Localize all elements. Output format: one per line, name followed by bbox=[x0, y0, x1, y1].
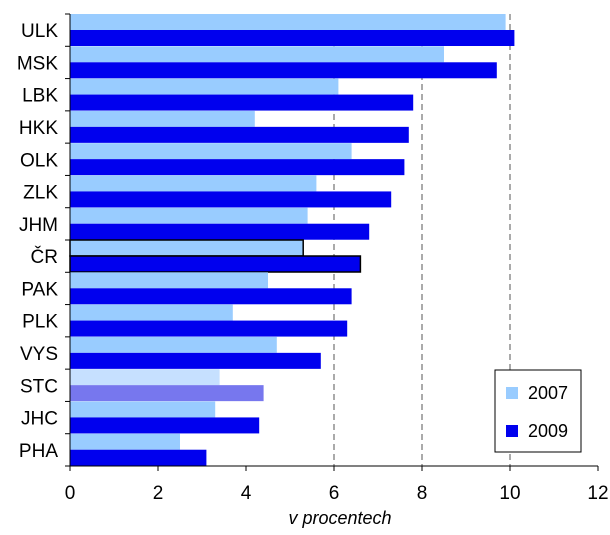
category-label-ČR: ČR bbox=[31, 246, 58, 268]
bar-MSK-2007 bbox=[70, 46, 444, 62]
bar-JHC-2007 bbox=[70, 401, 215, 417]
legend-swatch-2007 bbox=[506, 387, 518, 399]
bar-PLK-2007 bbox=[70, 305, 233, 321]
bar-STC-2007 bbox=[70, 369, 220, 385]
bar-STC-2009 bbox=[70, 385, 264, 401]
x-tick-label-0: 0 bbox=[65, 483, 76, 504]
category-label-MSK: MSK bbox=[17, 53, 59, 74]
bar-VYS-2007 bbox=[70, 337, 277, 353]
category-label-PLK: PLK bbox=[22, 312, 58, 333]
bar-ULK-2009 bbox=[70, 30, 514, 46]
category-label-ZLK: ZLK bbox=[23, 183, 58, 204]
category-label-PAK: PAK bbox=[21, 279, 58, 300]
category-label-JHC: JHC bbox=[21, 409, 58, 430]
bar-ZLK-2007 bbox=[70, 175, 316, 191]
legend: 2007 2009 bbox=[495, 370, 581, 452]
bar-HKK-2007 bbox=[70, 111, 255, 127]
bar-PHA-2007 bbox=[70, 434, 180, 450]
bar-PHA-2009 bbox=[70, 450, 206, 466]
bar-PAK-2009 bbox=[70, 288, 352, 304]
x-tick-label-12: 12 bbox=[587, 483, 608, 504]
bar-PAK-2007 bbox=[70, 272, 268, 288]
x-tick-label-6: 6 bbox=[329, 483, 340, 504]
bar-OLK-2009 bbox=[70, 159, 404, 175]
bar-OLK-2007 bbox=[70, 143, 352, 159]
x-tick-label-2: 2 bbox=[153, 483, 164, 504]
category-label-PHA: PHA bbox=[19, 441, 58, 462]
bar-ZLK-2009 bbox=[70, 191, 391, 207]
bar-ULK-2007 bbox=[70, 14, 506, 30]
bar-ČR-2009 bbox=[70, 256, 360, 272]
bar-HKK-2009 bbox=[70, 127, 409, 143]
grid-layer bbox=[334, 14, 510, 466]
legend-swatch-2009 bbox=[506, 425, 518, 437]
x-tick-label-10: 10 bbox=[499, 483, 520, 504]
bar-LBK-2007 bbox=[70, 79, 338, 95]
x-tick-label-8: 8 bbox=[417, 483, 428, 504]
bar-JHM-2009 bbox=[70, 224, 369, 240]
bar-MSK-2009 bbox=[70, 62, 497, 78]
bar-ČR-2007 bbox=[70, 240, 303, 256]
category-label-OLK: OLK bbox=[20, 150, 58, 171]
category-label-JHM: JHM bbox=[19, 215, 58, 236]
bar-JHC-2009 bbox=[70, 417, 259, 433]
category-label-STC: STC bbox=[20, 376, 58, 397]
category-label-LBK: LBK bbox=[22, 86, 58, 107]
bar-PLK-2009 bbox=[70, 321, 347, 337]
category-label-HKK: HKK bbox=[19, 118, 58, 139]
category-label-VYS: VYS bbox=[20, 344, 58, 365]
bar-JHM-2007 bbox=[70, 208, 308, 224]
bar-VYS-2009 bbox=[70, 353, 321, 369]
legend-label-2009: 2009 bbox=[528, 421, 568, 441]
bar-LBK-2009 bbox=[70, 95, 413, 111]
bars-layer bbox=[70, 14, 514, 466]
category-label-ULK: ULK bbox=[21, 21, 58, 42]
x-tick-label-4: 4 bbox=[241, 483, 252, 504]
x-axis-title: v procentech bbox=[288, 508, 391, 528]
legend-label-2007: 2007 bbox=[528, 383, 568, 403]
